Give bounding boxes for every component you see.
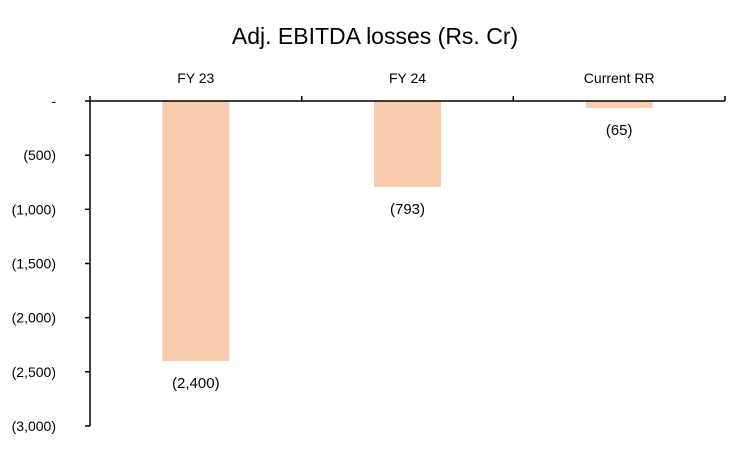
y-tick-label: (3,000): [12, 418, 56, 434]
data-label: (2,400): [172, 375, 220, 392]
y-tick-label: (500): [23, 147, 56, 163]
bar-1: [162, 101, 230, 361]
y-tick-label: (2,000): [12, 310, 56, 326]
bars-layer: [162, 101, 653, 361]
category-label: Current RR: [584, 70, 655, 86]
y-tick-label: -: [51, 93, 56, 109]
labels-layer: - (500) (1,000) (1,500) (2,000) (2,500) (3,000…: [12, 70, 655, 434]
y-tick-label: (2,500): [12, 364, 56, 380]
y-tick-label: (1,000): [12, 201, 56, 217]
bar-2: [374, 101, 441, 187]
category-label: FY 24: [389, 70, 426, 86]
data-label: (793): [390, 201, 425, 218]
chart-title: Adj. EBITDA losses (Rs. Cr): [232, 23, 518, 49]
category-label: FY 23: [177, 70, 214, 86]
axes-layer: [85, 96, 726, 427]
data-label: (65): [606, 122, 633, 139]
y-tick-label: (1,500): [12, 256, 56, 272]
bar-3: [585, 101, 653, 108]
